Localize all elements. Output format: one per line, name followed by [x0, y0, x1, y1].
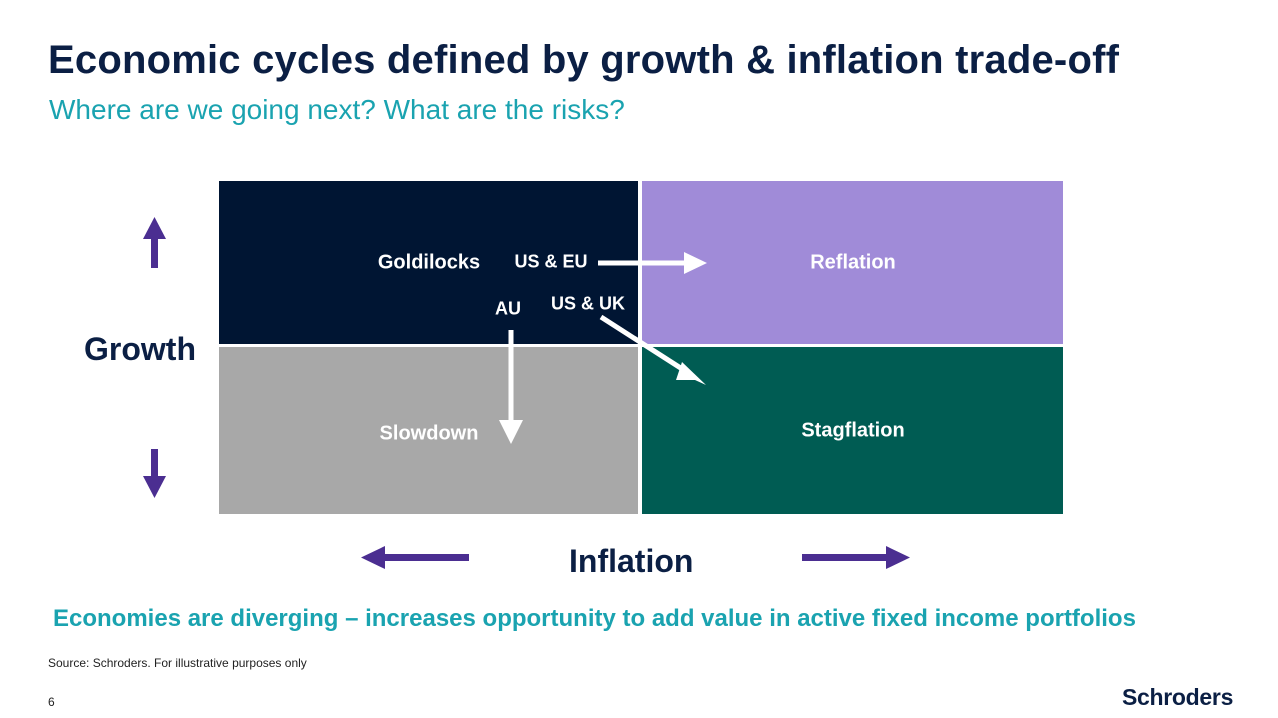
- quadrant-reflation: [642, 181, 1063, 344]
- quadrant-stagflation: [642, 347, 1063, 514]
- inflation-right-arrow-icon: [802, 546, 910, 569]
- growth-up-arrow-icon: [143, 217, 166, 268]
- growth-down-arrow-icon: [143, 449, 166, 498]
- inflation-left-arrow-icon: [361, 546, 469, 569]
- region-us-uk-label: US & UK: [550, 293, 626, 314]
- slide-subtitle: Where are we going next? What are the ri…: [49, 94, 625, 125]
- arrow-au-to-slowdown: [499, 330, 523, 444]
- goldilocks-label: Goldilocks: [377, 251, 481, 274]
- growth-axis-label: Growth: [84, 331, 196, 367]
- quadrant-slowdown: [219, 347, 638, 514]
- region-au-label: AU: [495, 298, 521, 319]
- stagflation-label: Stagflation: [801, 419, 905, 442]
- schroders-logo: Schroders: [1122, 684, 1234, 710]
- slide-title: Economic cycles defined by growth & infl…: [48, 38, 1120, 82]
- arrow-us-eu-to-reflation: [598, 252, 707, 274]
- page-number: 6: [48, 695, 55, 709]
- arrow-us-uk-to-stagflation: [599, 314, 706, 385]
- key-takeaway: Economies are diverging – increases oppo…: [53, 605, 1136, 632]
- slowdown-label: Slowdown: [379, 422, 479, 445]
- inflation-axis-label: Inflation: [569, 543, 694, 579]
- region-us-eu-label: US & EU: [514, 251, 588, 272]
- source-note: Source: Schroders. For illustrative purp…: [48, 656, 307, 670]
- reflation-label: Reflation: [810, 251, 896, 274]
- quadrant-goldilocks: [219, 181, 638, 344]
